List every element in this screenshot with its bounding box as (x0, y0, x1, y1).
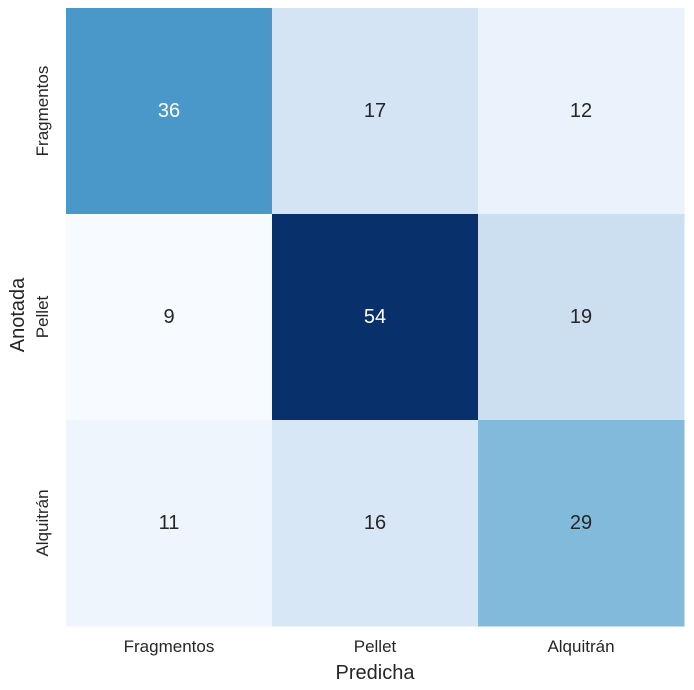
heatmap-cell (66, 420, 273, 627)
heatmap-cells (66, 8, 685, 627)
x-axis-label: Predicha (336, 662, 416, 684)
x-tick-label: Pellet (354, 637, 397, 656)
y-tick-label: Fragmentos (33, 66, 52, 157)
cell-value-label: 9 (163, 306, 174, 328)
cell-value-label: 19 (570, 306, 592, 328)
y-axis-label: Anotada (7, 277, 29, 352)
y-tick-labels: Fragmentos Pellet Alquitrán (33, 66, 52, 557)
heatmap-cell-labels: 36 17 12 9 54 19 11 16 29 (158, 100, 592, 534)
y-tick-label: Alquitrán (33, 489, 52, 556)
cell-value-label: 17 (364, 100, 386, 122)
heatmap-cell (66, 214, 273, 421)
x-tick-label: Fragmentos (124, 637, 215, 656)
x-tick-label: Alquitrán (547, 637, 614, 656)
heatmap-cell (478, 214, 685, 421)
heatmap-cell (272, 420, 479, 627)
x-tick-labels: Fragmentos Pellet Alquitrán (124, 637, 615, 656)
heatmap-cell (272, 8, 479, 215)
heatmap-cell (272, 214, 479, 421)
cell-value-label: 29 (570, 512, 592, 534)
heatmap-cell (478, 420, 685, 627)
heatmap-cell (478, 8, 685, 215)
cell-value-label: 54 (364, 306, 386, 328)
cell-value-label: 11 (159, 512, 180, 534)
cell-value-label: 16 (364, 512, 386, 534)
cell-value-label: 12 (570, 100, 592, 122)
heatmap-cell (66, 8, 273, 215)
cell-value-label: 36 (158, 100, 180, 122)
y-tick-label: Pellet (33, 295, 52, 338)
